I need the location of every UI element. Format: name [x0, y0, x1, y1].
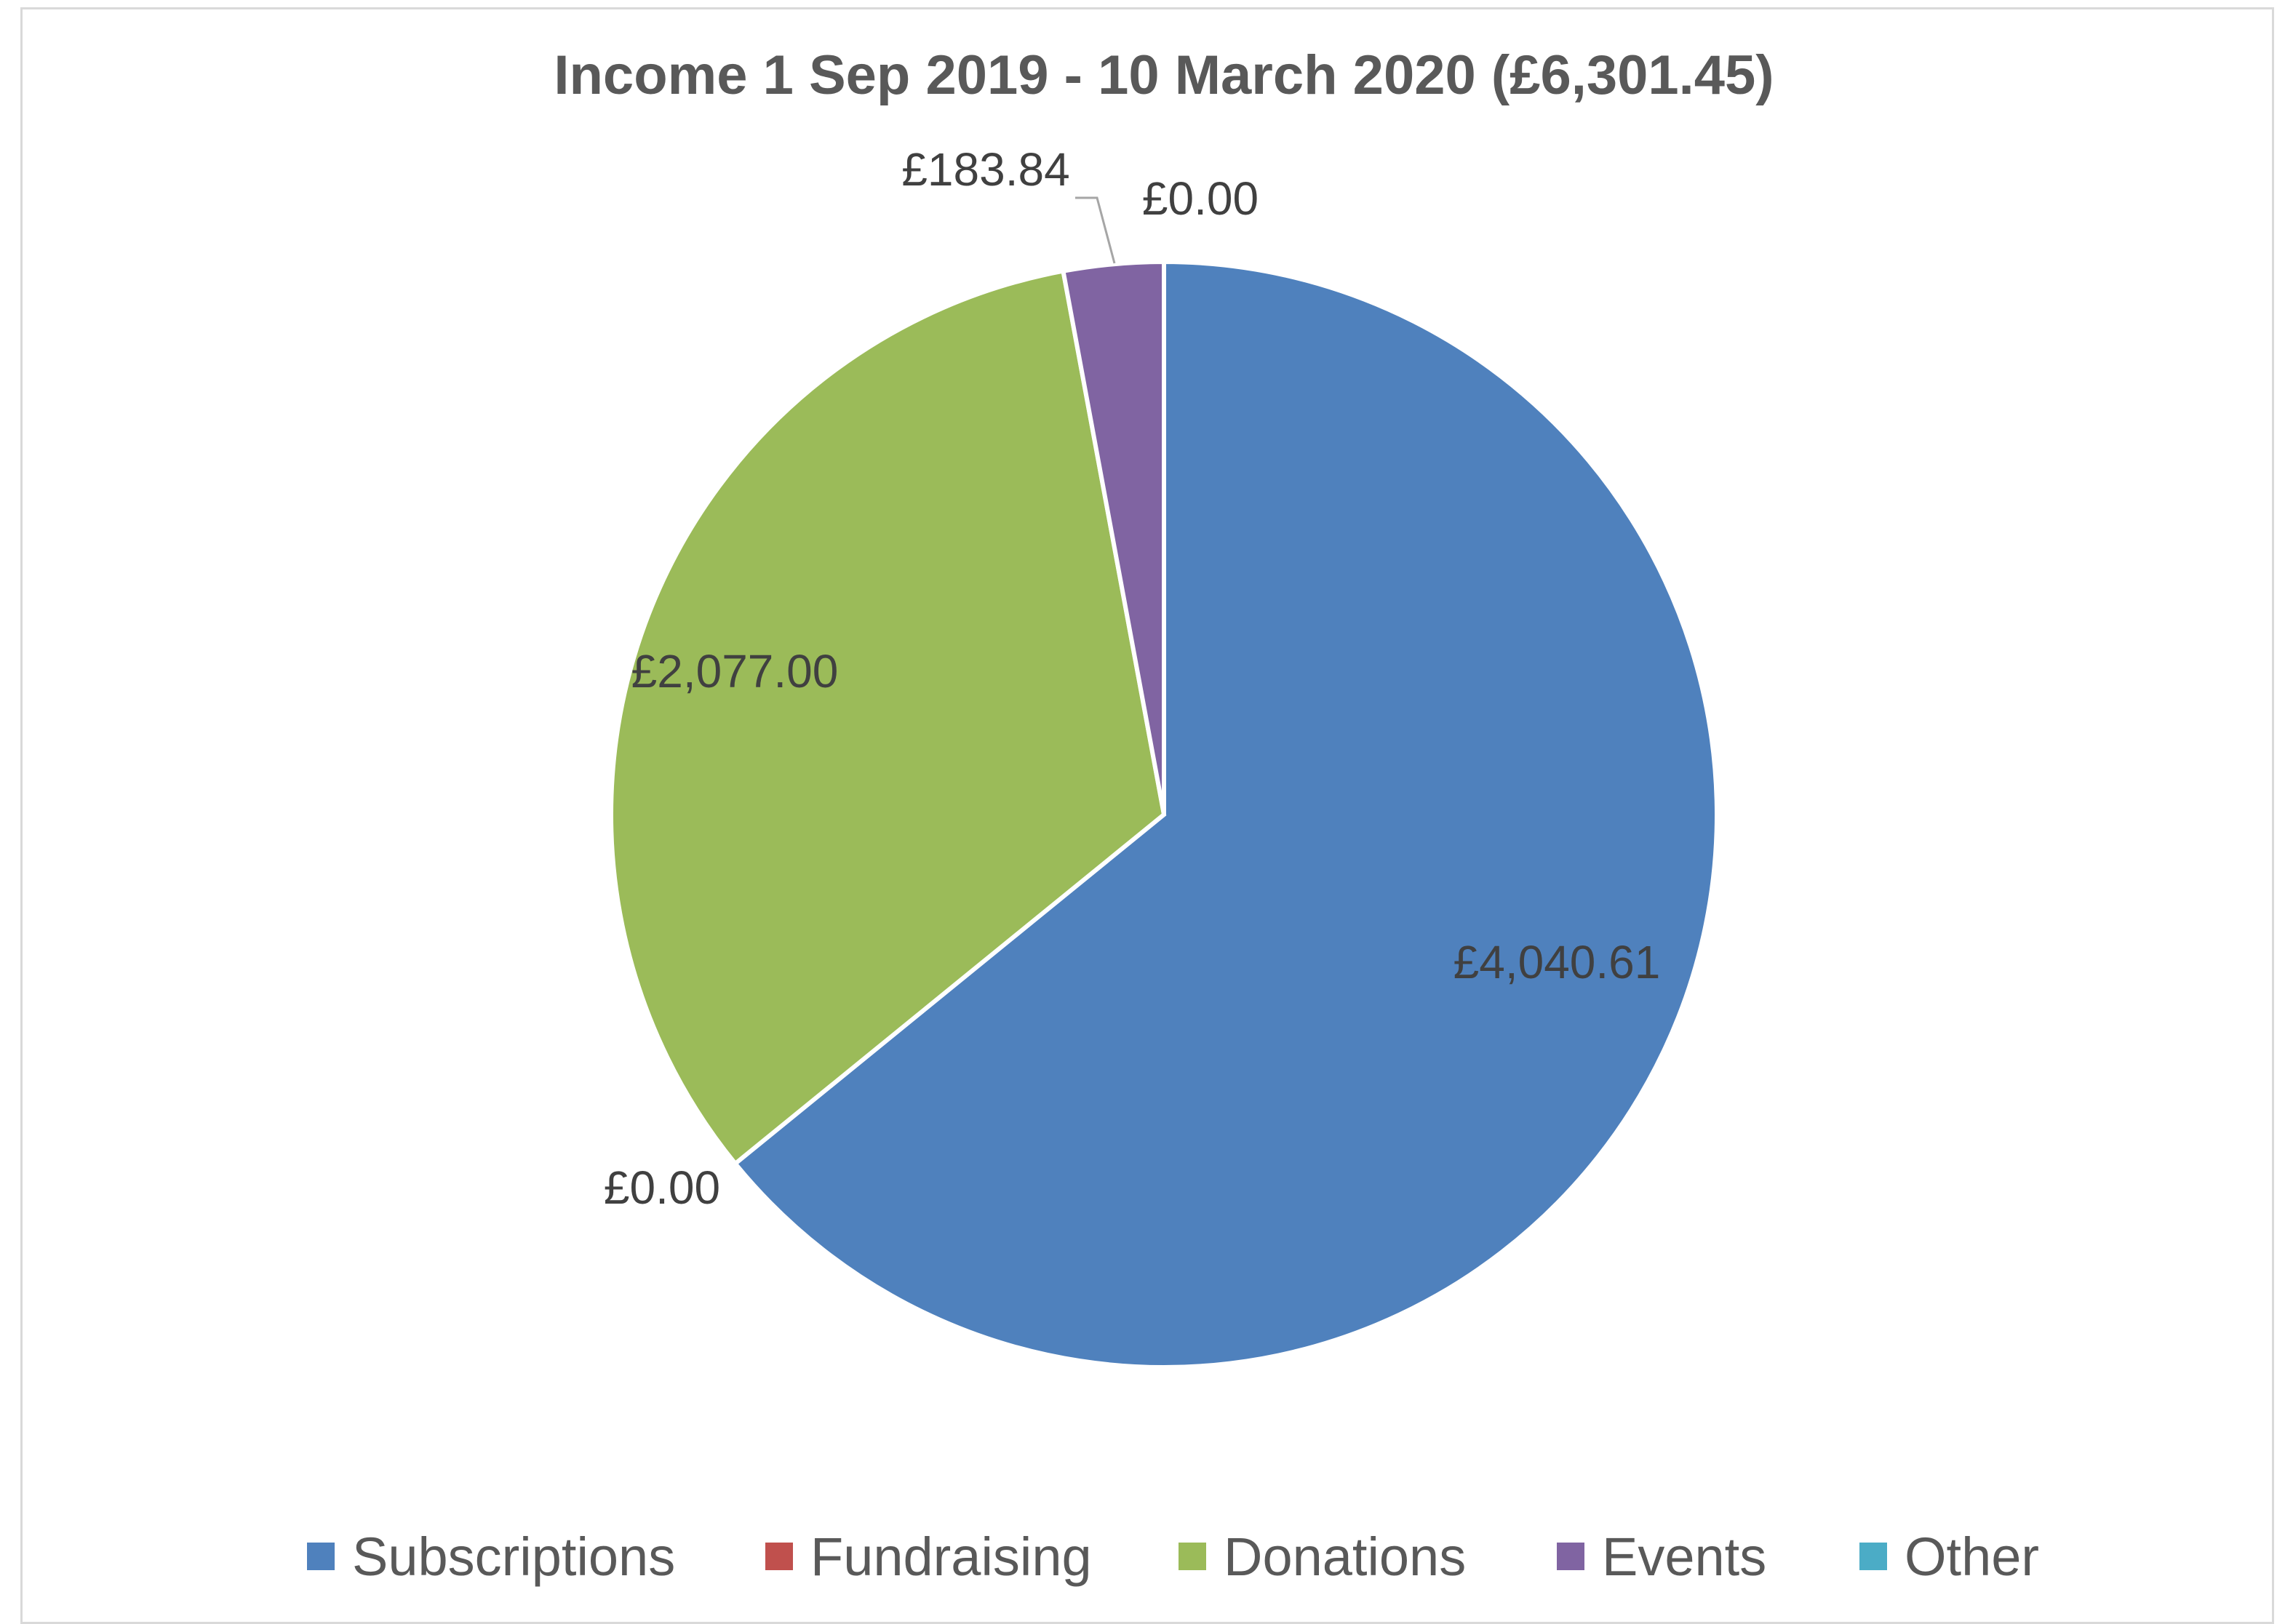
legend-item-subscriptions: Subscriptions	[307, 1524, 675, 1589]
legend-label-donations: Donations	[1224, 1526, 1467, 1587]
legend-item-other: Other	[1859, 1524, 2039, 1589]
legend-label-events: Events	[1602, 1526, 1767, 1587]
legend-swatch-events	[1557, 1543, 1584, 1570]
legend-swatch-other	[1859, 1543, 1887, 1570]
legend-swatch-subscriptions	[307, 1543, 335, 1570]
data-label-events: £183.84	[901, 143, 1069, 196]
leader-line-events	[1075, 196, 1116, 264]
legend: Subscriptions Fundraising Donations Events O…	[0, 1524, 2277, 1589]
data-label-other: £0.00	[1142, 172, 1259, 225]
leader-lines	[1075, 196, 1116, 264]
legend-label-other: Other	[1905, 1526, 2040, 1587]
slice-events	[1060, 259, 1166, 815]
chart-title: Income 1 Sep 2019 - 10 March 2020 (£6,30…	[554, 44, 1774, 106]
legend-label-subscriptions: Subscriptions	[352, 1526, 676, 1587]
legend-item-donations: Donations	[1179, 1524, 1466, 1589]
slice-subscriptions	[732, 259, 1719, 1369]
legend-item-events: Events	[1557, 1524, 1766, 1589]
data-label-fundraising: £0.00	[604, 1161, 720, 1214]
legend-label-fundraising: Fundraising	[810, 1526, 1092, 1587]
data-label-subscriptions: £4,040.61	[1453, 936, 1661, 988]
legend-item-fundraising: Fundraising	[765, 1524, 1092, 1589]
legend-swatch-donations	[1179, 1543, 1206, 1570]
slice-labels: £4,040.61 £0.00 £2,077.00 £183.84 £0.00	[604, 143, 1660, 1214]
legend-swatch-fundraising	[765, 1543, 793, 1570]
slice-donations	[609, 268, 1167, 1167]
pie-slices	[609, 259, 1719, 1369]
data-label-donations: £2,077.00	[631, 645, 839, 697]
